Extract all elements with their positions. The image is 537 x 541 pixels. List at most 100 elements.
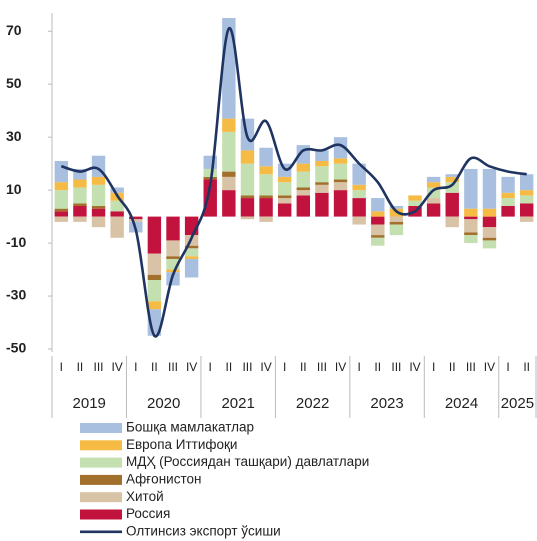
legend-swatch — [80, 492, 122, 503]
bar-segment — [222, 18, 236, 119]
x-tick-label: III — [242, 360, 252, 374]
bar-segment — [426, 176, 441, 183]
bar-segment — [147, 216, 162, 254]
bar-segment — [166, 216, 180, 241]
bar-segment — [54, 160, 69, 183]
y-tick-label: 30 — [6, 128, 22, 144]
bar-segment — [426, 203, 441, 217]
x-tick-label: II — [300, 360, 307, 374]
bar-segment — [277, 203, 292, 217]
bar-segment — [408, 200, 422, 207]
bar-segment — [259, 198, 273, 217]
bar-segment — [519, 203, 534, 217]
bar-segment — [259, 147, 273, 167]
x-tick-label: II — [449, 360, 456, 374]
y-tick-label: 70 — [6, 22, 22, 38]
year-label: 2019 — [73, 395, 106, 412]
bar-segment — [315, 166, 329, 183]
bar-segment — [73, 206, 87, 217]
y-tick-label: -50 — [6, 340, 26, 356]
bar-segment — [277, 176, 292, 183]
bar-segment — [352, 190, 366, 199]
bar-segment — [371, 235, 385, 238]
bar-segment — [277, 182, 292, 196]
bar-segment — [240, 195, 255, 199]
legend-label: Олтинсиз экспорт ўсиши — [126, 523, 281, 538]
bar-segment — [445, 192, 459, 217]
x-tick-label: I — [283, 360, 286, 374]
bar-segment — [371, 211, 385, 217]
bar-segment — [166, 256, 180, 259]
bar-segment — [277, 195, 292, 199]
legend-label: Европа Иттифоқи — [126, 437, 237, 452]
x-tick-label: III — [317, 360, 327, 374]
legend-swatch — [80, 440, 122, 451]
year-label: 2021 — [221, 395, 254, 412]
y-tick-label: 50 — [6, 75, 22, 91]
bar-segment — [147, 301, 162, 310]
bar-segment — [54, 211, 69, 217]
bar-segment — [166, 240, 180, 257]
bar-segment — [203, 168, 217, 177]
bar-segment — [184, 248, 199, 257]
bar-segment — [389, 216, 404, 222]
y-tick-label: -30 — [6, 287, 26, 303]
legend-label: Афғонистон — [126, 471, 201, 486]
legend-swatch — [80, 423, 122, 433]
bar-segment — [240, 216, 255, 220]
x-tick-label: I — [357, 360, 360, 374]
year-label: 2024 — [445, 395, 478, 412]
bar-segment — [222, 131, 236, 172]
bar-segment — [464, 208, 478, 217]
bar-segment — [73, 187, 87, 204]
bar-segment — [91, 208, 106, 217]
bar-segment — [315, 160, 329, 167]
bar-segment — [501, 176, 515, 193]
x-tick-label: III — [391, 360, 401, 374]
bar-segment — [91, 206, 106, 209]
bar-segment — [501, 206, 515, 217]
x-tick-label: II — [77, 360, 84, 374]
x-tick-label: I — [506, 360, 509, 374]
bar-segment — [519, 195, 534, 204]
bar-segment — [277, 198, 292, 204]
bar-segment — [315, 150, 329, 161]
x-tick-label: III — [94, 360, 104, 374]
year-label: 2022 — [296, 395, 329, 412]
bar-segment — [464, 216, 478, 220]
bar-segment — [73, 168, 87, 180]
bar-segment — [73, 179, 87, 188]
x-tick-label: I — [134, 360, 137, 374]
x-tick-label: IV — [186, 360, 197, 374]
bar-segment — [519, 174, 534, 191]
bar-segment — [371, 224, 385, 236]
bar-segment — [91, 176, 106, 185]
bar-segment — [464, 168, 478, 209]
bar-segment — [482, 216, 497, 228]
bar-segment — [315, 182, 329, 185]
y-tick-label: 10 — [6, 181, 22, 197]
bar-segment — [240, 150, 255, 164]
bar-segment — [73, 203, 87, 207]
bar-segment — [315, 192, 329, 217]
year-label: 2020 — [147, 395, 180, 412]
bar-segment — [259, 174, 273, 196]
bar-segment — [371, 198, 385, 212]
bar-segment — [333, 137, 348, 159]
x-tick-label: IV — [335, 360, 346, 374]
bar-segment — [147, 280, 162, 302]
legend-label: Хитой — [126, 489, 164, 504]
bar-segment — [389, 221, 404, 225]
bar-segment — [296, 195, 311, 217]
bar-segment — [445, 174, 459, 177]
bar-segment — [73, 216, 87, 222]
bar-segment — [129, 216, 143, 220]
bar-segment — [147, 253, 162, 275]
bar-segment — [166, 269, 180, 273]
bar-segment — [464, 219, 478, 233]
x-tick-label: II — [523, 360, 530, 374]
bar-segment — [482, 227, 497, 238]
legend-swatch — [80, 509, 122, 520]
bar-segment — [129, 219, 143, 222]
bar-segment — [54, 182, 69, 191]
